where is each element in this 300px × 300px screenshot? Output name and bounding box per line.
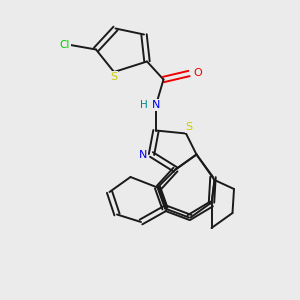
Text: H: H bbox=[140, 100, 147, 110]
Text: O: O bbox=[193, 68, 202, 79]
Text: S: S bbox=[185, 122, 193, 133]
Text: Cl: Cl bbox=[59, 40, 70, 50]
Text: S: S bbox=[110, 71, 118, 82]
Text: N: N bbox=[139, 149, 147, 160]
Text: N: N bbox=[152, 100, 160, 110]
